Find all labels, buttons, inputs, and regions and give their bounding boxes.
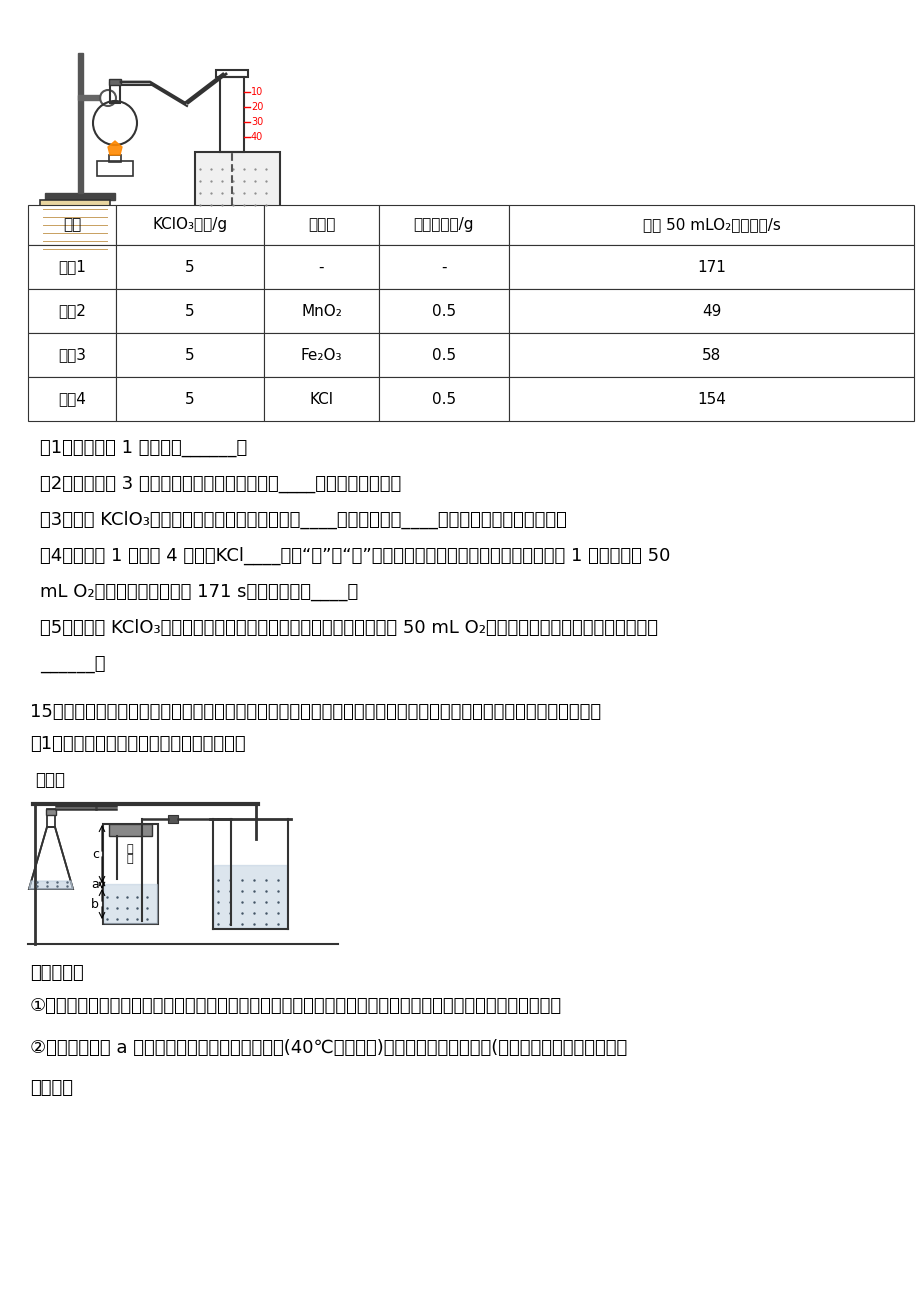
Text: （1）设置实验 1 的目的是______。: （1）设置实验 1 的目的是______。 <box>40 439 247 457</box>
Text: 15．某化学兴趣小组同学设计了多组实验装置测定空气中氧气的含量。（注：白磷与红磷燃烧时的现象、产物均相同）: 15．某化学兴趣小组同学设计了多组实验装置测定空气中氧气的含量。（注：白磷与红磷… <box>30 703 600 721</box>
Text: 5: 5 <box>185 303 195 319</box>
Text: ②现集气瓶中有 a 体积的水，燃烧匙里放一块白磷(40℃即可燃烧)，按图示装置连接仪器(注：集气瓶内的长导管已接: ②现集气瓶中有 a 体积的水，燃烧匙里放一块白磷(40℃即可燃烧)，按图示装置连… <box>30 1039 627 1057</box>
Text: MnO₂: MnO₂ <box>301 303 342 319</box>
Text: 近瓶底）: 近瓶底） <box>30 1079 73 1098</box>
Bar <box>28 378 116 421</box>
Bar <box>78 95 100 100</box>
Bar <box>40 201 110 255</box>
Polygon shape <box>108 141 122 155</box>
Text: -: - <box>441 259 447 275</box>
Text: 实验3: 实验3 <box>58 348 85 362</box>
Bar <box>96 161 133 176</box>
Bar <box>47 809 55 827</box>
Bar <box>508 245 913 289</box>
Text: 5: 5 <box>185 348 195 362</box>
Text: 154: 154 <box>697 392 725 406</box>
Bar <box>508 333 913 378</box>
Text: 实验4: 实验4 <box>58 392 85 406</box>
Text: 171: 171 <box>697 259 725 275</box>
Text: （4）由实验 1 和实验 4 可知，KCl____（填“有”或“无”）催化作用。维持加热条件不变，用实验 1 再继续收集 50: （4）由实验 1 和实验 4 可知，KCl____（填“有”或“无”）催化作用。… <box>40 547 670 565</box>
Text: 0.5: 0.5 <box>431 348 456 362</box>
Text: c: c <box>92 848 99 861</box>
Text: 编号: 编号 <box>62 217 81 233</box>
Text: b: b <box>91 897 99 910</box>
Text: 0.5: 0.5 <box>431 392 456 406</box>
Text: 实验2: 实验2 <box>58 303 85 319</box>
Bar <box>116 333 264 378</box>
Text: 40: 40 <box>251 132 263 142</box>
Bar <box>264 378 379 421</box>
Bar <box>116 289 264 333</box>
Bar <box>379 245 508 289</box>
Text: -: - <box>318 259 323 275</box>
Text: 实验过程：: 实验过程： <box>30 963 84 982</box>
Bar <box>214 865 287 928</box>
Bar <box>116 378 264 421</box>
Text: （5）要比较 KClO₃分解反应中不同催化剂的催化效果，除了测量收集 50 mL O₂所需时间外，还可以测量相同时间内: （5）要比较 KClO₃分解反应中不同催化剂的催化效果，除了测量收集 50 mL… <box>40 618 657 637</box>
Text: 20: 20 <box>251 102 263 112</box>
Bar <box>168 815 177 823</box>
Polygon shape <box>29 881 73 889</box>
Bar <box>379 204 508 245</box>
Text: a: a <box>91 878 99 891</box>
Bar <box>216 70 248 77</box>
Bar <box>78 53 83 193</box>
Text: Fe₂O₃: Fe₂O₃ <box>301 348 342 362</box>
Text: 磷: 磷 <box>127 854 133 865</box>
Text: 30: 30 <box>251 117 263 128</box>
Bar <box>508 204 913 245</box>
Text: mL O₂，所需时间明显少于 171 s，解释原因：____。: mL O₂，所需时间明显少于 171 s，解释原因：____。 <box>40 583 357 602</box>
Text: 实验1: 实验1 <box>58 259 85 275</box>
Text: （3）写出 KClO₃分解的化学反应的文字表达式：____，此反应属于____反应（填基本反应类型）。: （3）写出 KClO₃分解的化学反应的文字表达式：____，此反应属于____反… <box>40 510 566 530</box>
Text: 粗铜丝: 粗铜丝 <box>35 771 65 789</box>
Bar <box>28 204 116 245</box>
Text: 白: 白 <box>127 844 133 854</box>
Text: 58: 58 <box>701 348 720 362</box>
Bar <box>508 289 913 333</box>
Text: 49: 49 <box>701 303 720 319</box>
Bar <box>108 79 121 85</box>
Bar <box>379 333 508 378</box>
Bar <box>264 204 379 245</box>
Bar <box>264 333 379 378</box>
Text: 0.5: 0.5 <box>431 303 456 319</box>
Bar <box>264 289 379 333</box>
Text: 5: 5 <box>185 392 195 406</box>
Text: 催化剂: 催化剂 <box>308 217 335 233</box>
Bar <box>104 884 157 923</box>
Text: （2）表中所列 3 种催化剂的催化效果最佳的是____（填物质名称）。: （2）表中所列 3 种催化剂的催化效果最佳的是____（填物质名称）。 <box>40 475 401 493</box>
Bar <box>103 824 158 924</box>
Bar <box>28 333 116 378</box>
Text: 催化剂质量/g: 催化剂质量/g <box>414 217 473 233</box>
Bar <box>108 155 121 161</box>
Text: 5: 5 <box>185 259 195 275</box>
Bar <box>110 83 119 103</box>
Bar <box>116 245 264 289</box>
Text: KCl: KCl <box>309 392 333 406</box>
Bar <box>220 77 244 152</box>
Bar <box>46 809 56 815</box>
Text: （1）甲同学设计出了如图所示的实验装置。: （1）甲同学设计出了如图所示的实验装置。 <box>30 736 245 753</box>
Bar <box>28 289 116 333</box>
Bar <box>116 204 264 245</box>
Bar <box>508 378 913 421</box>
Bar <box>108 824 152 836</box>
Bar <box>28 245 116 289</box>
Text: ______。: ______。 <box>40 655 106 673</box>
Bar <box>45 193 115 201</box>
Bar <box>379 289 508 333</box>
Text: 收集 50 mLO₂所需时间/s: 收集 50 mLO₂所需时间/s <box>641 217 779 233</box>
Text: ①检查装置的气密性：在集气瓶和烧杯里装进适量水，用手握住集气瓶，若烧杯中有气泡冒出，则气密性良好。: ①检查装置的气密性：在集气瓶和烧杯里装进适量水，用手握住集气瓶，若烧杯中有气泡冒… <box>30 997 562 1016</box>
Bar <box>264 245 379 289</box>
Bar <box>379 378 508 421</box>
Text: 10: 10 <box>251 87 263 98</box>
Bar <box>195 152 279 210</box>
Text: KClO₃质量/g: KClO₃质量/g <box>153 217 227 233</box>
